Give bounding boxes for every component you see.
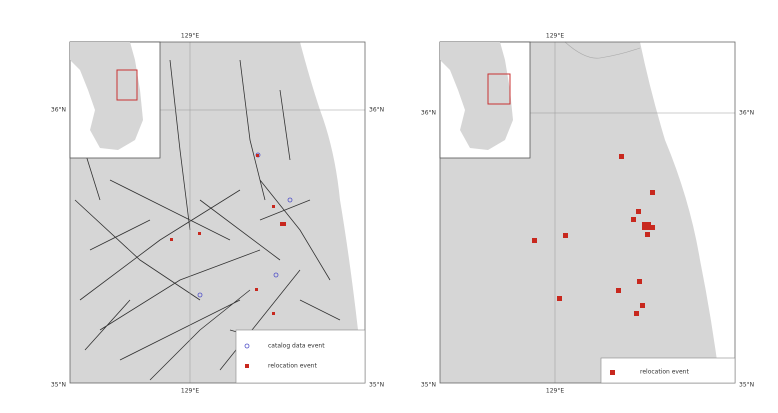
legend-symbol [244, 343, 250, 349]
lat-label: 36°N [51, 107, 66, 114]
relocation-event [640, 303, 645, 308]
relocation-event [255, 288, 258, 291]
inset [69, 41, 161, 159]
inset-box [116, 69, 138, 101]
lon-label: 129°E [546, 33, 564, 40]
lat-label: 36°N [369, 107, 384, 114]
lat-label: 35°N [421, 382, 436, 389]
events [532, 154, 655, 316]
relocation-event [616, 288, 621, 293]
relocation-event [272, 205, 275, 208]
legend-box [235, 329, 366, 384]
relocation-event [557, 296, 562, 301]
legend-box [600, 357, 736, 384]
relocation-event [650, 190, 655, 195]
map-frame [439, 41, 736, 384]
relocation-event [563, 233, 568, 238]
fault-lines [74, 59, 341, 381]
relocation-event [256, 154, 259, 157]
lat-label: 35°N [369, 382, 384, 389]
lat-label: 36°N [739, 110, 754, 117]
lon-label: 129°E [546, 388, 564, 395]
legend-label: catalog data event [268, 343, 325, 350]
lon-label: 129°E [181, 33, 199, 40]
relocation-event [631, 217, 636, 222]
relocation-event [645, 232, 650, 237]
relocation-event [280, 222, 286, 226]
relocation-event [619, 154, 624, 159]
lat-label: 35°N [739, 382, 754, 389]
relocation-event [198, 232, 201, 235]
legend-symbol [610, 370, 615, 375]
catalog-event [273, 272, 279, 278]
lat-label: 35°N [51, 382, 66, 389]
relocation-event [650, 225, 655, 230]
legend-label: relocation event [268, 363, 317, 370]
inset-land [440, 42, 513, 150]
relocation-event [637, 279, 642, 284]
boundary [564, 41, 641, 59]
relocation-event [170, 238, 173, 241]
map-frame [69, 41, 366, 384]
relocation-event [532, 238, 537, 243]
inset-land [70, 42, 143, 150]
legend-symbol [245, 364, 249, 368]
lat-label: 36°N [421, 110, 436, 117]
inset [439, 41, 531, 159]
legend-label: relocation event [640, 369, 689, 376]
catalog-event [287, 197, 293, 203]
catalog-event [197, 292, 203, 298]
relocation-event [642, 222, 651, 230]
relocation-event [634, 311, 639, 316]
events [170, 152, 293, 315]
faults [74, 59, 341, 381]
relocation-event [636, 209, 641, 214]
lon-label: 129°E [181, 388, 199, 395]
right-map: relocation event 129°E 129°E 36°N 36°N 3… [421, 33, 754, 395]
relocation-event [272, 312, 275, 315]
left-map: catalog data event relocation event 129°… [51, 33, 384, 395]
inset-box [487, 73, 511, 105]
